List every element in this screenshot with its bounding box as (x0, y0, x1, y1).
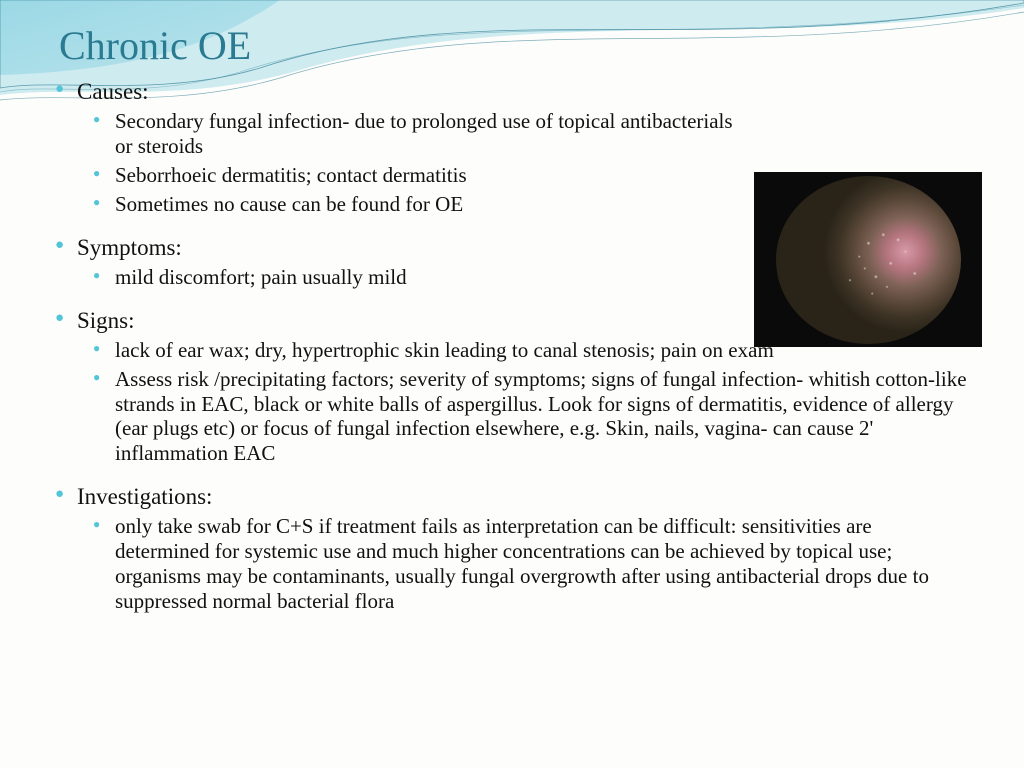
section-heading: Symptoms: (77, 235, 182, 260)
section-heading: Investigations: (77, 484, 212, 509)
slide-title: Chronic OE (59, 22, 969, 69)
section-heading: Signs: (77, 308, 135, 333)
ear-canal-view (776, 176, 961, 344)
otoscope-image (754, 172, 982, 347)
list-item: Assess risk /precipitating factors; seve… (115, 367, 969, 466)
section-heading: Causes: (77, 79, 149, 104)
section-investigations: Investigations: only take swab for C+S i… (77, 484, 969, 614)
list-item: only take swab for C+S if treatment fail… (115, 514, 969, 613)
sub-list: lack of ear wax; dry, hypertrophic skin … (77, 338, 969, 466)
list-item: Secondary fungal infection- due to prolo… (115, 109, 735, 159)
sub-list: only take swab for C+S if treatment fail… (77, 514, 969, 613)
